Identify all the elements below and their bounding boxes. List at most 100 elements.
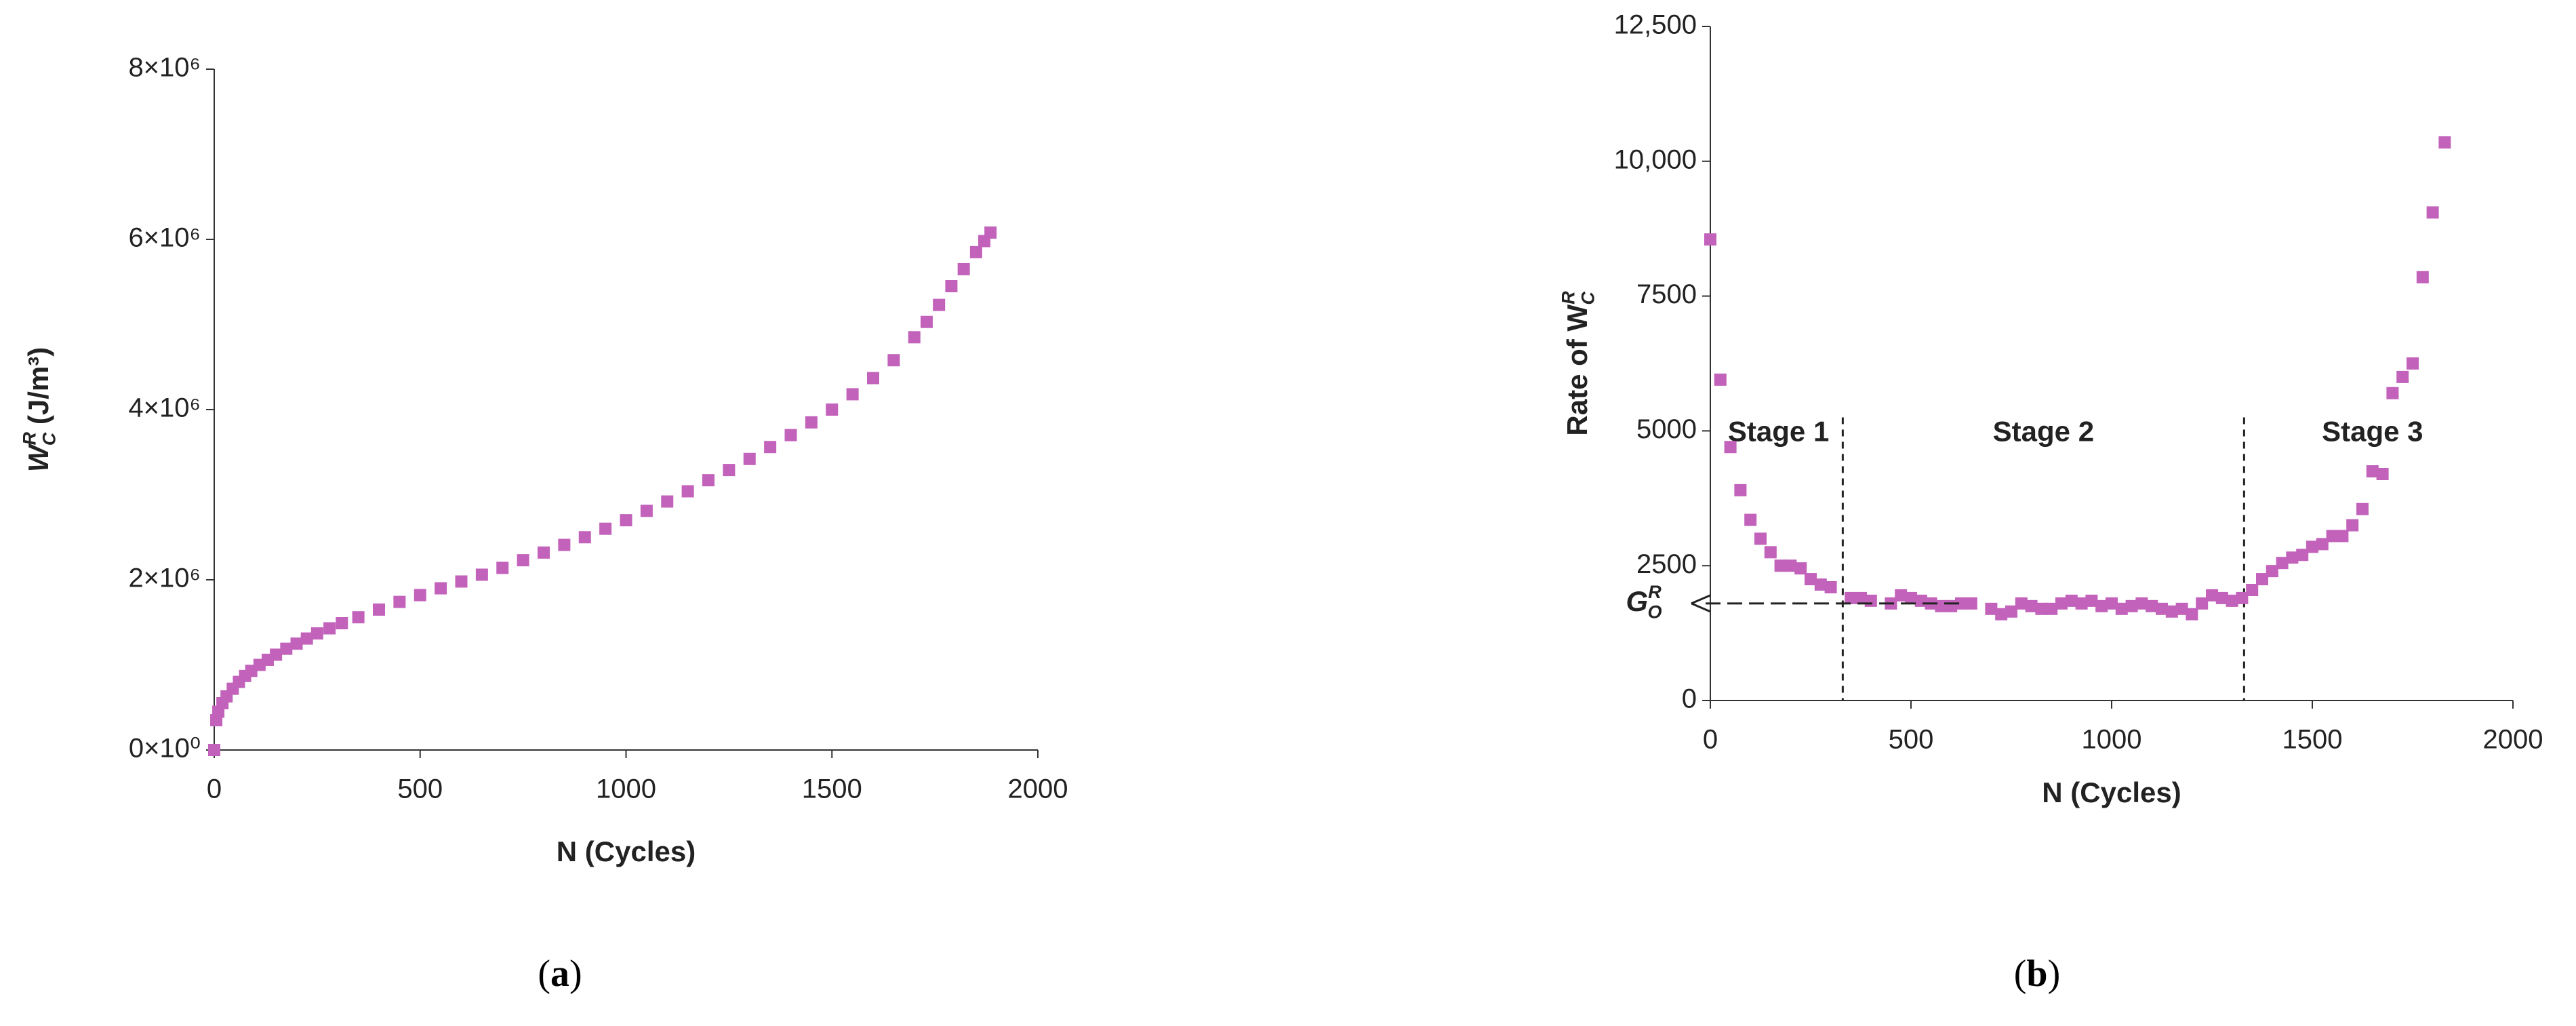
data-point (336, 617, 348, 630)
data-point (2226, 594, 2238, 607)
caption-open: ( (538, 953, 550, 995)
data-point (280, 642, 293, 655)
data-point (393, 595, 406, 608)
data-point (723, 464, 736, 477)
data-point (2438, 136, 2451, 149)
data-point (867, 372, 879, 384)
y-tick-label: 12,500 (1614, 10, 1697, 40)
data-point (702, 474, 715, 487)
data-point (2246, 583, 2259, 596)
data-point (290, 637, 303, 650)
data-point (908, 331, 921, 344)
data-point (1895, 589, 1908, 601)
data-point (2206, 589, 2218, 601)
data-point (208, 744, 220, 756)
x-tick-label: 1000 (2082, 725, 2142, 755)
data-point (784, 429, 797, 441)
caption-open: ( (2014, 953, 2027, 995)
data-point (1814, 578, 1827, 591)
data-point (2407, 357, 2419, 370)
subfigure-caption: (a) (538, 953, 582, 995)
stage-label: Stage 3 (2322, 415, 2423, 447)
data-point (1905, 591, 1917, 604)
data-point (2366, 465, 2379, 478)
caption-close: ) (2048, 953, 2061, 995)
data-point (1714, 373, 1727, 386)
data-point (455, 575, 468, 588)
arrow-head (1691, 594, 1711, 613)
data-point (2196, 597, 2209, 610)
data-point (2175, 602, 2188, 615)
data-point (1744, 513, 1757, 526)
stage-label: Stage 1 (1728, 415, 1829, 447)
subfigure-caption: (b) (2014, 953, 2060, 995)
data-point (2236, 591, 2249, 604)
data-point (310, 627, 323, 640)
data-point (945, 280, 958, 293)
x-tick-label: 500 (1889, 725, 1934, 755)
x-tick-label: 500 (397, 774, 443, 804)
data-point (558, 538, 571, 551)
data-point (435, 582, 447, 595)
x-tick-label: 0 (207, 774, 222, 804)
data-point (517, 554, 529, 567)
label-sub: C (39, 432, 60, 446)
data-point (2055, 597, 2068, 610)
data-point (496, 561, 509, 574)
data-point (2266, 565, 2278, 578)
data-point (1995, 608, 2008, 620)
data-point (1965, 597, 1977, 610)
data-point (1764, 546, 1777, 559)
data-point (764, 441, 777, 454)
data-point (2336, 530, 2349, 542)
data-point (1824, 581, 1837, 594)
data-point (1955, 597, 1967, 610)
caption-letter: b (2026, 953, 2047, 995)
label-sup: R (19, 432, 39, 446)
y-tick-label: 7500 (1636, 279, 1697, 309)
data-point (2025, 599, 2038, 612)
data-point (2106, 597, 2118, 610)
data-point (640, 505, 653, 517)
data-point (1724, 441, 1737, 454)
data-point (957, 262, 970, 275)
data-point (2286, 551, 2299, 564)
data-point (538, 546, 550, 559)
data-point (2045, 602, 2058, 615)
chart: 0×10⁰ 2×10⁶ 4×10⁶ 6×10⁶ 8×10⁶ 0 500 1000 1500 200… (19, 53, 1068, 995)
data-point (323, 622, 336, 635)
data-point (2296, 549, 2309, 561)
data-point (826, 403, 839, 416)
axis-label: WRC (J/m³) (19, 347, 59, 472)
x-tick-label: 1500 (802, 774, 862, 804)
data-point (1855, 591, 1867, 604)
data-point (1784, 559, 1797, 572)
data-point (578, 531, 591, 544)
data-point (2386, 387, 2399, 399)
data-point (1985, 602, 1998, 615)
data-point (969, 245, 982, 258)
data-point (620, 514, 632, 527)
label-base: W (22, 443, 54, 472)
x-axis-label: N (Cycles) (557, 835, 696, 867)
label-base: G (1626, 585, 1649, 617)
x-tick-label: 2000 (1008, 774, 1068, 804)
data-point (475, 568, 488, 581)
x-tick-label: 2000 (2483, 725, 2543, 755)
axis-label: Rate of WRC (1558, 291, 1598, 436)
data-point (681, 485, 694, 498)
data-point (2376, 468, 2389, 481)
stage-label: Stage 2 (1993, 415, 2094, 447)
data-point (2215, 591, 2228, 604)
data-point (805, 416, 818, 429)
data-point (1754, 532, 1767, 545)
data-point (2115, 602, 2128, 615)
data-point (887, 354, 900, 367)
data-point (1864, 594, 1877, 607)
caption-close: ) (569, 953, 582, 995)
data-point (2346, 519, 2359, 532)
data-point (933, 298, 946, 311)
axis-label: GR O (1626, 582, 1662, 622)
data-point (2156, 602, 2168, 615)
data-point (373, 603, 385, 616)
